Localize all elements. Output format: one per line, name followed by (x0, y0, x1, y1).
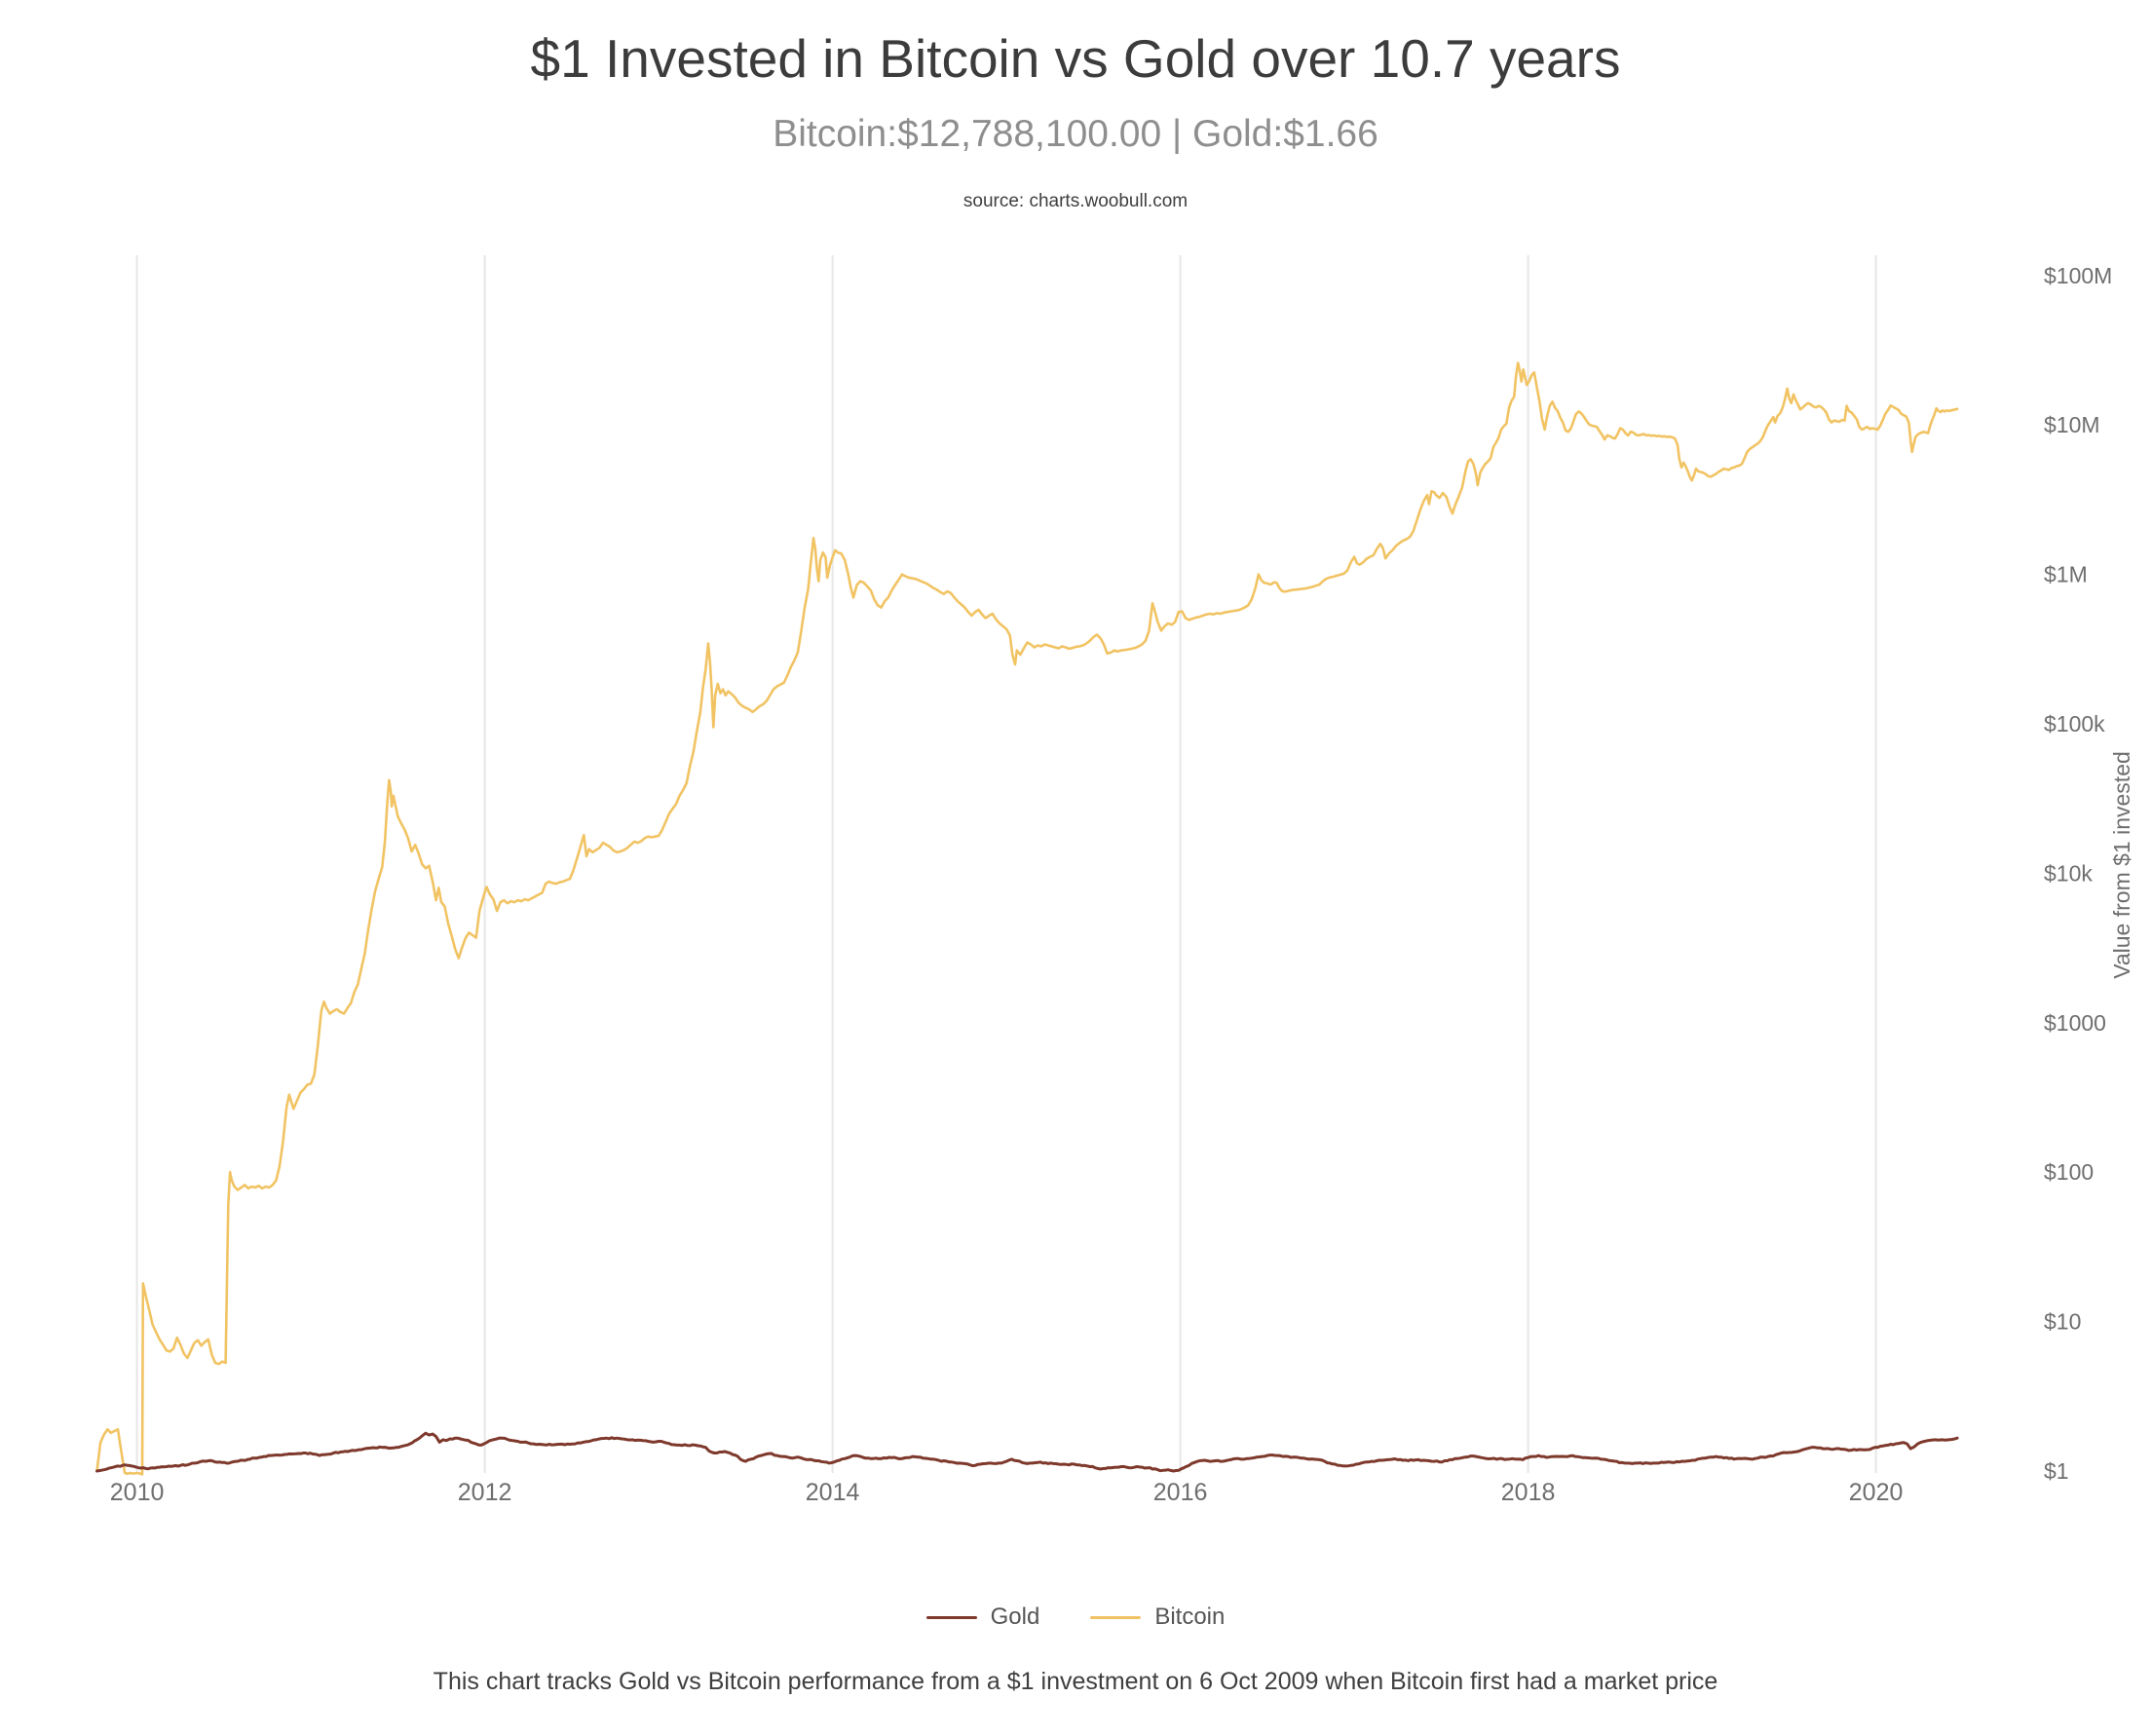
y-tick-label: $1 (2044, 1458, 2069, 1484)
y-tick-label: $10 (2044, 1309, 2081, 1335)
y-tick-label: $1000 (2044, 1010, 2106, 1036)
gold-series-line[interactable] (95, 1431, 1959, 1473)
y-tick-label: $10M (2044, 412, 2100, 437)
bitcoin-series-line[interactable] (95, 361, 1959, 1476)
bitcoin-line-swatch (1090, 1615, 1142, 1619)
gold-line-swatch (925, 1615, 977, 1619)
y-tick-label: $100k (2044, 711, 2105, 736)
x-tick-label: 2018 (1501, 1479, 1556, 1506)
x-tick-label: 2016 (1153, 1479, 1208, 1506)
x-tick-label: 2014 (806, 1479, 860, 1506)
y-tick-label: $100 (2044, 1159, 2094, 1185)
legend-label-bitcoin: Bitcoin (1154, 1604, 1226, 1630)
legend-label-gold: Gold (990, 1604, 1040, 1630)
page-title: $1 Invested in Bitcoin vs Gold over 10.7… (530, 28, 1621, 89)
x-tick-label: 2010 (110, 1479, 165, 1506)
x-tick-label: 2020 (1849, 1479, 1904, 1506)
y-tick-label: $1M (2044, 562, 2088, 587)
legend: Gold Bitcoin (0, 1604, 2151, 1631)
y-tick-label: $10k (2044, 860, 2093, 886)
x-tick-label: 2012 (458, 1479, 512, 1506)
source-credit: source: charts.woobull.com (962, 191, 1189, 211)
chart-subtitle: Bitcoin:$12,788,100.00 | Gold:$1.66 (773, 113, 1378, 155)
chart-description: This chart tracks Gold vs Bitcoin perfor… (433, 1668, 1718, 1695)
legend-item-bitcoin[interactable]: Bitcoin (1090, 1604, 1225, 1631)
y-tick-label: $100M (2044, 263, 2112, 288)
y-axis-title: Value from $1 invested (2109, 751, 2134, 979)
legend-item-gold[interactable]: Gold (925, 1604, 1040, 1631)
